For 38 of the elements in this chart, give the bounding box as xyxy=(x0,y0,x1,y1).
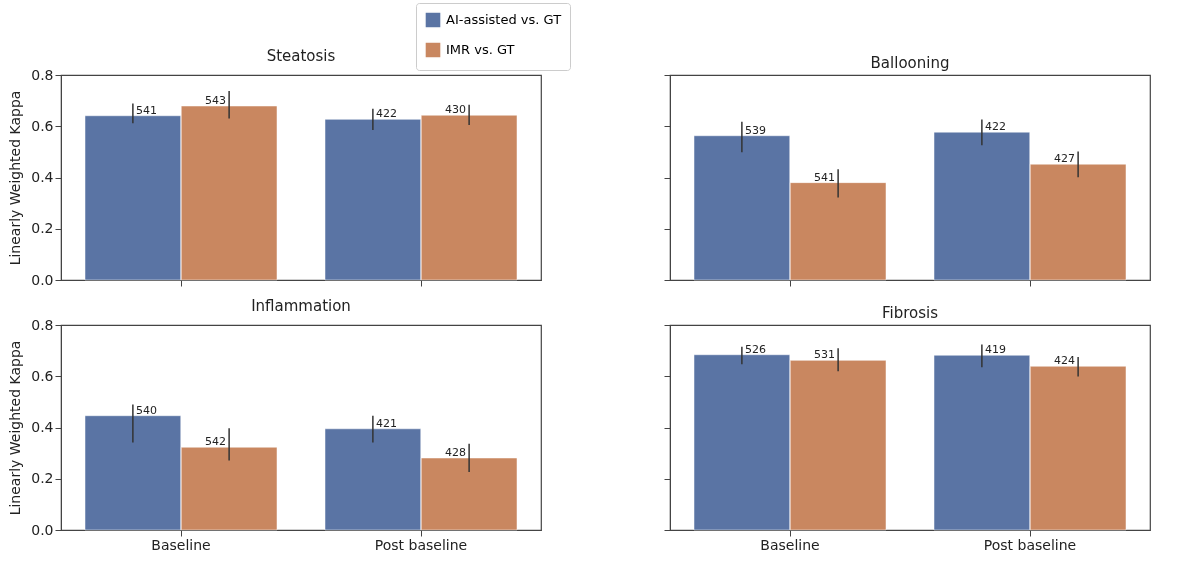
chart-title: Fibrosis xyxy=(881,303,939,322)
y-axis-title: Linearly Weighted Kappa xyxy=(7,340,24,516)
y-tick-label: 0.2 xyxy=(31,470,54,487)
annotation: 543 xyxy=(205,94,227,108)
y-tick-label: 0.6 xyxy=(31,367,54,384)
annotation: 542 xyxy=(205,435,227,449)
annotation: 424 xyxy=(1054,354,1076,368)
x-tick-label: Baseline xyxy=(760,536,820,553)
y-tick-label: 0.0 xyxy=(31,521,54,538)
annotation: 428 xyxy=(445,445,467,459)
x-tick-label: Post baseline xyxy=(983,536,1077,553)
annotation: 531 xyxy=(814,348,836,362)
x-tick-label: Baseline xyxy=(151,536,211,553)
annotation: 526 xyxy=(744,342,766,356)
y-tick-label: 0.2 xyxy=(31,220,54,237)
legend-label: IMR vs. GT xyxy=(446,42,515,57)
y-tick-label: 0.8 xyxy=(31,66,54,83)
y-tick-label: 0.4 xyxy=(31,169,54,185)
y-axis-title: Linearly Weighted Kappa xyxy=(7,90,24,266)
y-tick-label: 0.8 xyxy=(31,316,54,333)
chart-title: Ballooning xyxy=(870,53,950,72)
y-tick-label: 0.4 xyxy=(31,419,54,435)
chart-title: Steatosis xyxy=(266,47,336,65)
legend-label: AI-assisted vs. GT xyxy=(446,12,562,27)
y-tick-label: 0.6 xyxy=(31,117,54,134)
annotation: 430 xyxy=(445,103,467,117)
annotation: 541 xyxy=(135,103,157,117)
annotation: 541 xyxy=(814,170,836,184)
annotation: 427 xyxy=(1054,152,1076,166)
annotation: 422 xyxy=(984,120,1006,134)
annotation: 540 xyxy=(135,403,157,417)
annotation: 419 xyxy=(984,343,1006,357)
y-tick-label: 0.0 xyxy=(31,271,54,288)
x-tick-label: Post baseline xyxy=(374,536,468,553)
chart-title: Inflammation xyxy=(251,297,351,315)
annotation: 422 xyxy=(375,107,397,121)
annotation: 421 xyxy=(375,416,397,430)
annotation: 539 xyxy=(744,123,766,137)
